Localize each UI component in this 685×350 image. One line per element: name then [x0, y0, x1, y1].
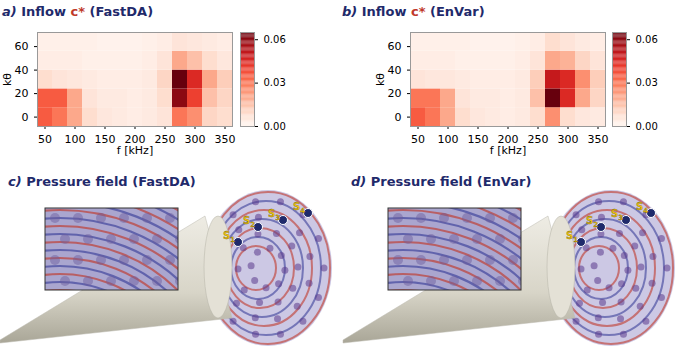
svg-text:250: 250 [155, 133, 176, 146]
svg-text:100: 100 [438, 133, 459, 146]
svg-text:150: 150 [95, 133, 116, 146]
svg-text:0.06: 0.06 [636, 34, 658, 45]
svg-text:350: 350 [588, 133, 609, 146]
svg-text:200: 200 [124, 133, 146, 147]
svg-text:0.03: 0.03 [636, 77, 658, 88]
svg-text:0: 0 [22, 111, 29, 124]
svg-text:40: 40 [15, 64, 29, 77]
svg-text:150: 150 [468, 133, 489, 146]
svg-text:kθ: kθ [1, 73, 14, 86]
svg-text:S1: S1 [566, 230, 578, 244]
svg-text:50: 50 [411, 133, 425, 146]
svg-text:20: 20 [15, 87, 29, 100]
svg-text:100: 100 [65, 133, 86, 146]
svg-text:60: 60 [15, 40, 29, 53]
html-text:d) Pressure field (EnVar): d) Pressure field (EnVar) [351, 174, 532, 189]
svg-text:350: 350 [215, 133, 236, 146]
svg-text:200: 200 [497, 133, 519, 147]
html-text:b) Inflow c* (EnVar): b) Inflow c* (EnVar) [342, 4, 485, 19]
svg-text:f [kHz]: f [kHz] [490, 144, 526, 157]
svg-text:S1: S1 [223, 230, 235, 244]
svg-text:f [kHz]: f [kHz] [117, 144, 153, 157]
svg-text:300: 300 [185, 133, 206, 146]
svg-text:kθ: kθ [374, 73, 387, 86]
svg-text:0.03: 0.03 [264, 77, 286, 88]
svg-text:S4: S4 [293, 201, 305, 215]
svg-text:S2: S2 [243, 215, 255, 229]
svg-text:0.00: 0.00 [636, 121, 658, 132]
svg-text:0: 0 [395, 111, 402, 124]
html-text:a) Inflow c* (FastDA): a) Inflow c* (FastDA) [2, 4, 154, 19]
svg-text:S3: S3 [611, 208, 623, 222]
svg-text:S2: S2 [586, 215, 598, 229]
svg-text:20: 20 [388, 87, 402, 100]
svg-text:300: 300 [558, 133, 579, 146]
svg-text:60: 60 [388, 40, 402, 53]
svg-text:S3: S3 [268, 208, 280, 222]
html-text:c) Pressure field (FastDA): c) Pressure field (FastDA) [8, 174, 196, 189]
svg-text:50: 50 [38, 133, 52, 146]
svg-text:0.06: 0.06 [264, 34, 286, 45]
svg-text:250: 250 [528, 133, 549, 146]
svg-text:40: 40 [388, 64, 402, 77]
svg-text:S4: S4 [636, 201, 648, 215]
svg-text:0.00: 0.00 [264, 121, 286, 132]
